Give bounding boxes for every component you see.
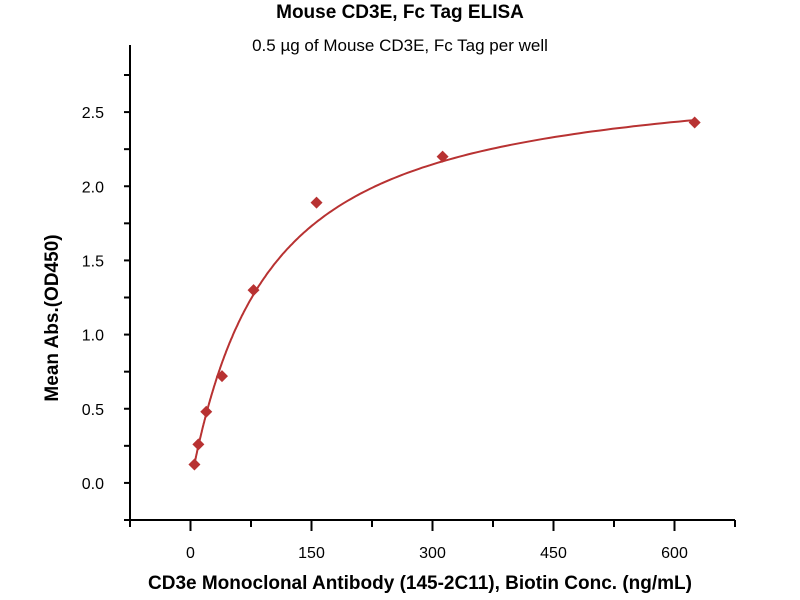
y-tick-label: 1.0 bbox=[82, 328, 104, 345]
x-axis-label: CD3e Monoclonal Antibody (145-2C11), Bio… bbox=[148, 573, 692, 594]
axes: 0 150 300 450 600 0.0 0.5 1.0 1.5 2.0 2.5 bbox=[82, 45, 736, 562]
y-tick-label: 2.0 bbox=[82, 179, 104, 196]
data-point bbox=[310, 196, 323, 209]
y-tick-label: 0.0 bbox=[82, 476, 104, 493]
data-point bbox=[247, 284, 260, 297]
y-tick-label: 1.5 bbox=[82, 253, 104, 270]
data-point bbox=[188, 458, 201, 471]
fit-curve bbox=[193, 119, 695, 465]
y-tick-label: 2.5 bbox=[82, 105, 104, 122]
x-tick-label: 150 bbox=[298, 545, 325, 562]
x-tick-label: 0 bbox=[186, 545, 195, 562]
x-tick-label: 600 bbox=[661, 545, 688, 562]
data-points bbox=[188, 116, 701, 471]
x-tick-label: 300 bbox=[419, 545, 446, 562]
chart-subtitle: 0.5 µg of Mouse CD3E, Fc Tag per well bbox=[252, 36, 548, 55]
chart-title: Mouse CD3E, Fc Tag ELISA bbox=[276, 2, 524, 23]
x-tick-label: 450 bbox=[540, 545, 567, 562]
data-point bbox=[192, 438, 205, 451]
y-axis-label: Mean Abs.(OD450) bbox=[42, 234, 63, 401]
data-point bbox=[436, 150, 449, 163]
data-point bbox=[688, 116, 701, 129]
y-tick-label: 0.5 bbox=[82, 402, 104, 419]
data-point bbox=[216, 370, 229, 383]
data-point bbox=[200, 405, 213, 418]
